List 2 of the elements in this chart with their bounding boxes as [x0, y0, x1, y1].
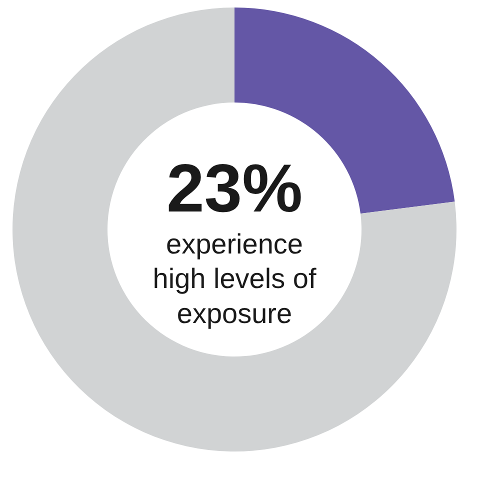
text: 23% [166, 150, 303, 226]
text: experience high levels of exposure [152, 228, 316, 329]
